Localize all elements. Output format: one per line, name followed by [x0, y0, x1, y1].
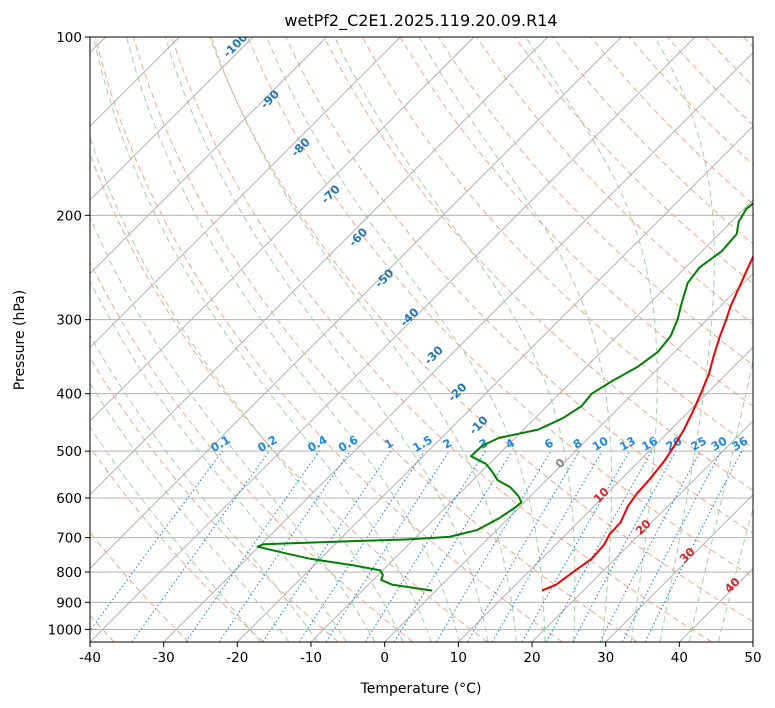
y-axis-label: Pressure (hPa)	[12, 290, 28, 390]
isotherm-line	[752, 641, 753, 642]
dry-adiabat-line	[323, 37, 753, 491]
dry-adiabat-line	[94, 37, 563, 642]
y-tick-label: 600	[56, 491, 82, 507]
mixing-ratio-label: 25	[688, 434, 709, 454]
mixing-ratio-line	[521, 450, 630, 642]
y-tick-label: 500	[56, 444, 82, 460]
mixing-ratio-line	[325, 450, 450, 642]
moist-adiabat-line	[266, 37, 546, 642]
mixing-ratio-line	[545, 450, 653, 642]
x-tick-label: 0	[380, 650, 389, 666]
y-axis-ticks: 100 200 300 400 500 600 700 800 900 1000	[48, 30, 90, 638]
moist-adiabat-line	[90, 215, 376, 642]
dry-adiabat-line	[285, 37, 753, 535]
x-tick-label: 30	[597, 650, 614, 666]
moist-adiabat-line	[717, 506, 753, 642]
mixing-ratio-label: 10	[590, 434, 611, 454]
dewpoint-profile-line	[256, 202, 753, 592]
moist-adiabat-line	[418, 37, 613, 642]
x-tick-label: 40	[671, 650, 688, 666]
mixing-ratio-label: 36	[729, 434, 750, 454]
y-tick-label: 900	[56, 595, 82, 611]
y-tick-label: 1000	[48, 622, 82, 638]
moist-adiabat-line	[654, 37, 715, 642]
x-tick-label: -20	[226, 650, 248, 666]
isotherm-line	[90, 37, 401, 348]
background-lines	[90, 37, 753, 642]
mixing-ratio-line	[90, 450, 223, 632]
mixing-ratio-line	[185, 450, 320, 642]
dry-adiabat-line	[90, 446, 264, 642]
y-tick-label: 400	[56, 387, 82, 403]
moist-adiabat-line	[164, 37, 489, 642]
moist-adiabat-line	[92, 37, 432, 642]
moist-adiabat-line	[126, 37, 461, 642]
isotherm-line	[90, 37, 696, 642]
chart-title: wetPf2_C2E1.2025.119.20.09.R14	[284, 11, 557, 31]
moist-adiabat-line	[210, 37, 517, 642]
isotherm-line	[605, 494, 753, 642]
moist-adiabat-line	[525, 37, 658, 642]
dry-adiabat-line	[171, 37, 712, 642]
x-tick-label: 20	[523, 650, 540, 666]
x-tick-label: 50	[744, 650, 761, 666]
y-tick-label: 100	[56, 30, 82, 46]
x-axis-ticks: -40 -30 -20 -10 0 10 20 30 40 50	[79, 642, 762, 666]
dry-adiabat-line	[514, 37, 753, 285]
moist-adiabat-line	[688, 358, 753, 642]
y-tick-label: 300	[56, 313, 82, 329]
x-tick-label: -30	[153, 650, 175, 666]
mixing-ratio-label: 16	[639, 434, 660, 454]
mixing-ratio-line	[393, 450, 513, 642]
dry-adiabat-line	[209, 37, 753, 623]
dry-adiabat-line	[476, 37, 753, 325]
isotherm-line	[90, 37, 327, 275]
plot-background	[90, 37, 753, 642]
isotherm-line	[90, 37, 548, 496]
dry-adiabat-line	[90, 260, 414, 642]
isotherm-line	[90, 37, 475, 422]
mixing-ratio-line	[644, 450, 743, 642]
isotherm-line	[531, 420, 753, 642]
isotherm-line	[384, 273, 753, 642]
x-axis-label: Temperature (°C)	[360, 681, 482, 697]
y-tick-label: 700	[56, 531, 82, 547]
x-tick-label: -40	[79, 650, 101, 666]
moist-adiabat-line	[90, 135, 404, 642]
y-tick-label: 800	[56, 565, 82, 581]
mixing-ratio-label: 30	[709, 434, 730, 454]
dry-adiabat-line	[247, 37, 753, 578]
sounding-profiles	[256, 202, 753, 592]
mixing-ratio-line	[572, 450, 677, 642]
temperature-profile-line	[541, 254, 753, 592]
isotherm-line	[163, 52, 753, 642]
x-tick-label: -10	[300, 650, 322, 666]
dry-adiabat-line	[90, 356, 339, 642]
isotherm-line	[90, 37, 254, 201]
isotherm-line	[458, 346, 753, 642]
mixing-ratio-line	[262, 450, 392, 642]
x-tick-label: 10	[450, 650, 467, 666]
mixing-ratio-label: 13	[617, 434, 638, 454]
mixing-ratio-line	[218, 450, 351, 642]
mixing-ratio-line	[131, 450, 270, 642]
moist-adiabat-line	[334, 37, 576, 642]
isotherm-line	[90, 37, 622, 569]
y-tick-label: 200	[56, 208, 82, 224]
moist-adiabat-line	[90, 382, 290, 642]
moist-adiabat-line	[90, 426, 261, 642]
plot-frame	[89, 36, 754, 643]
